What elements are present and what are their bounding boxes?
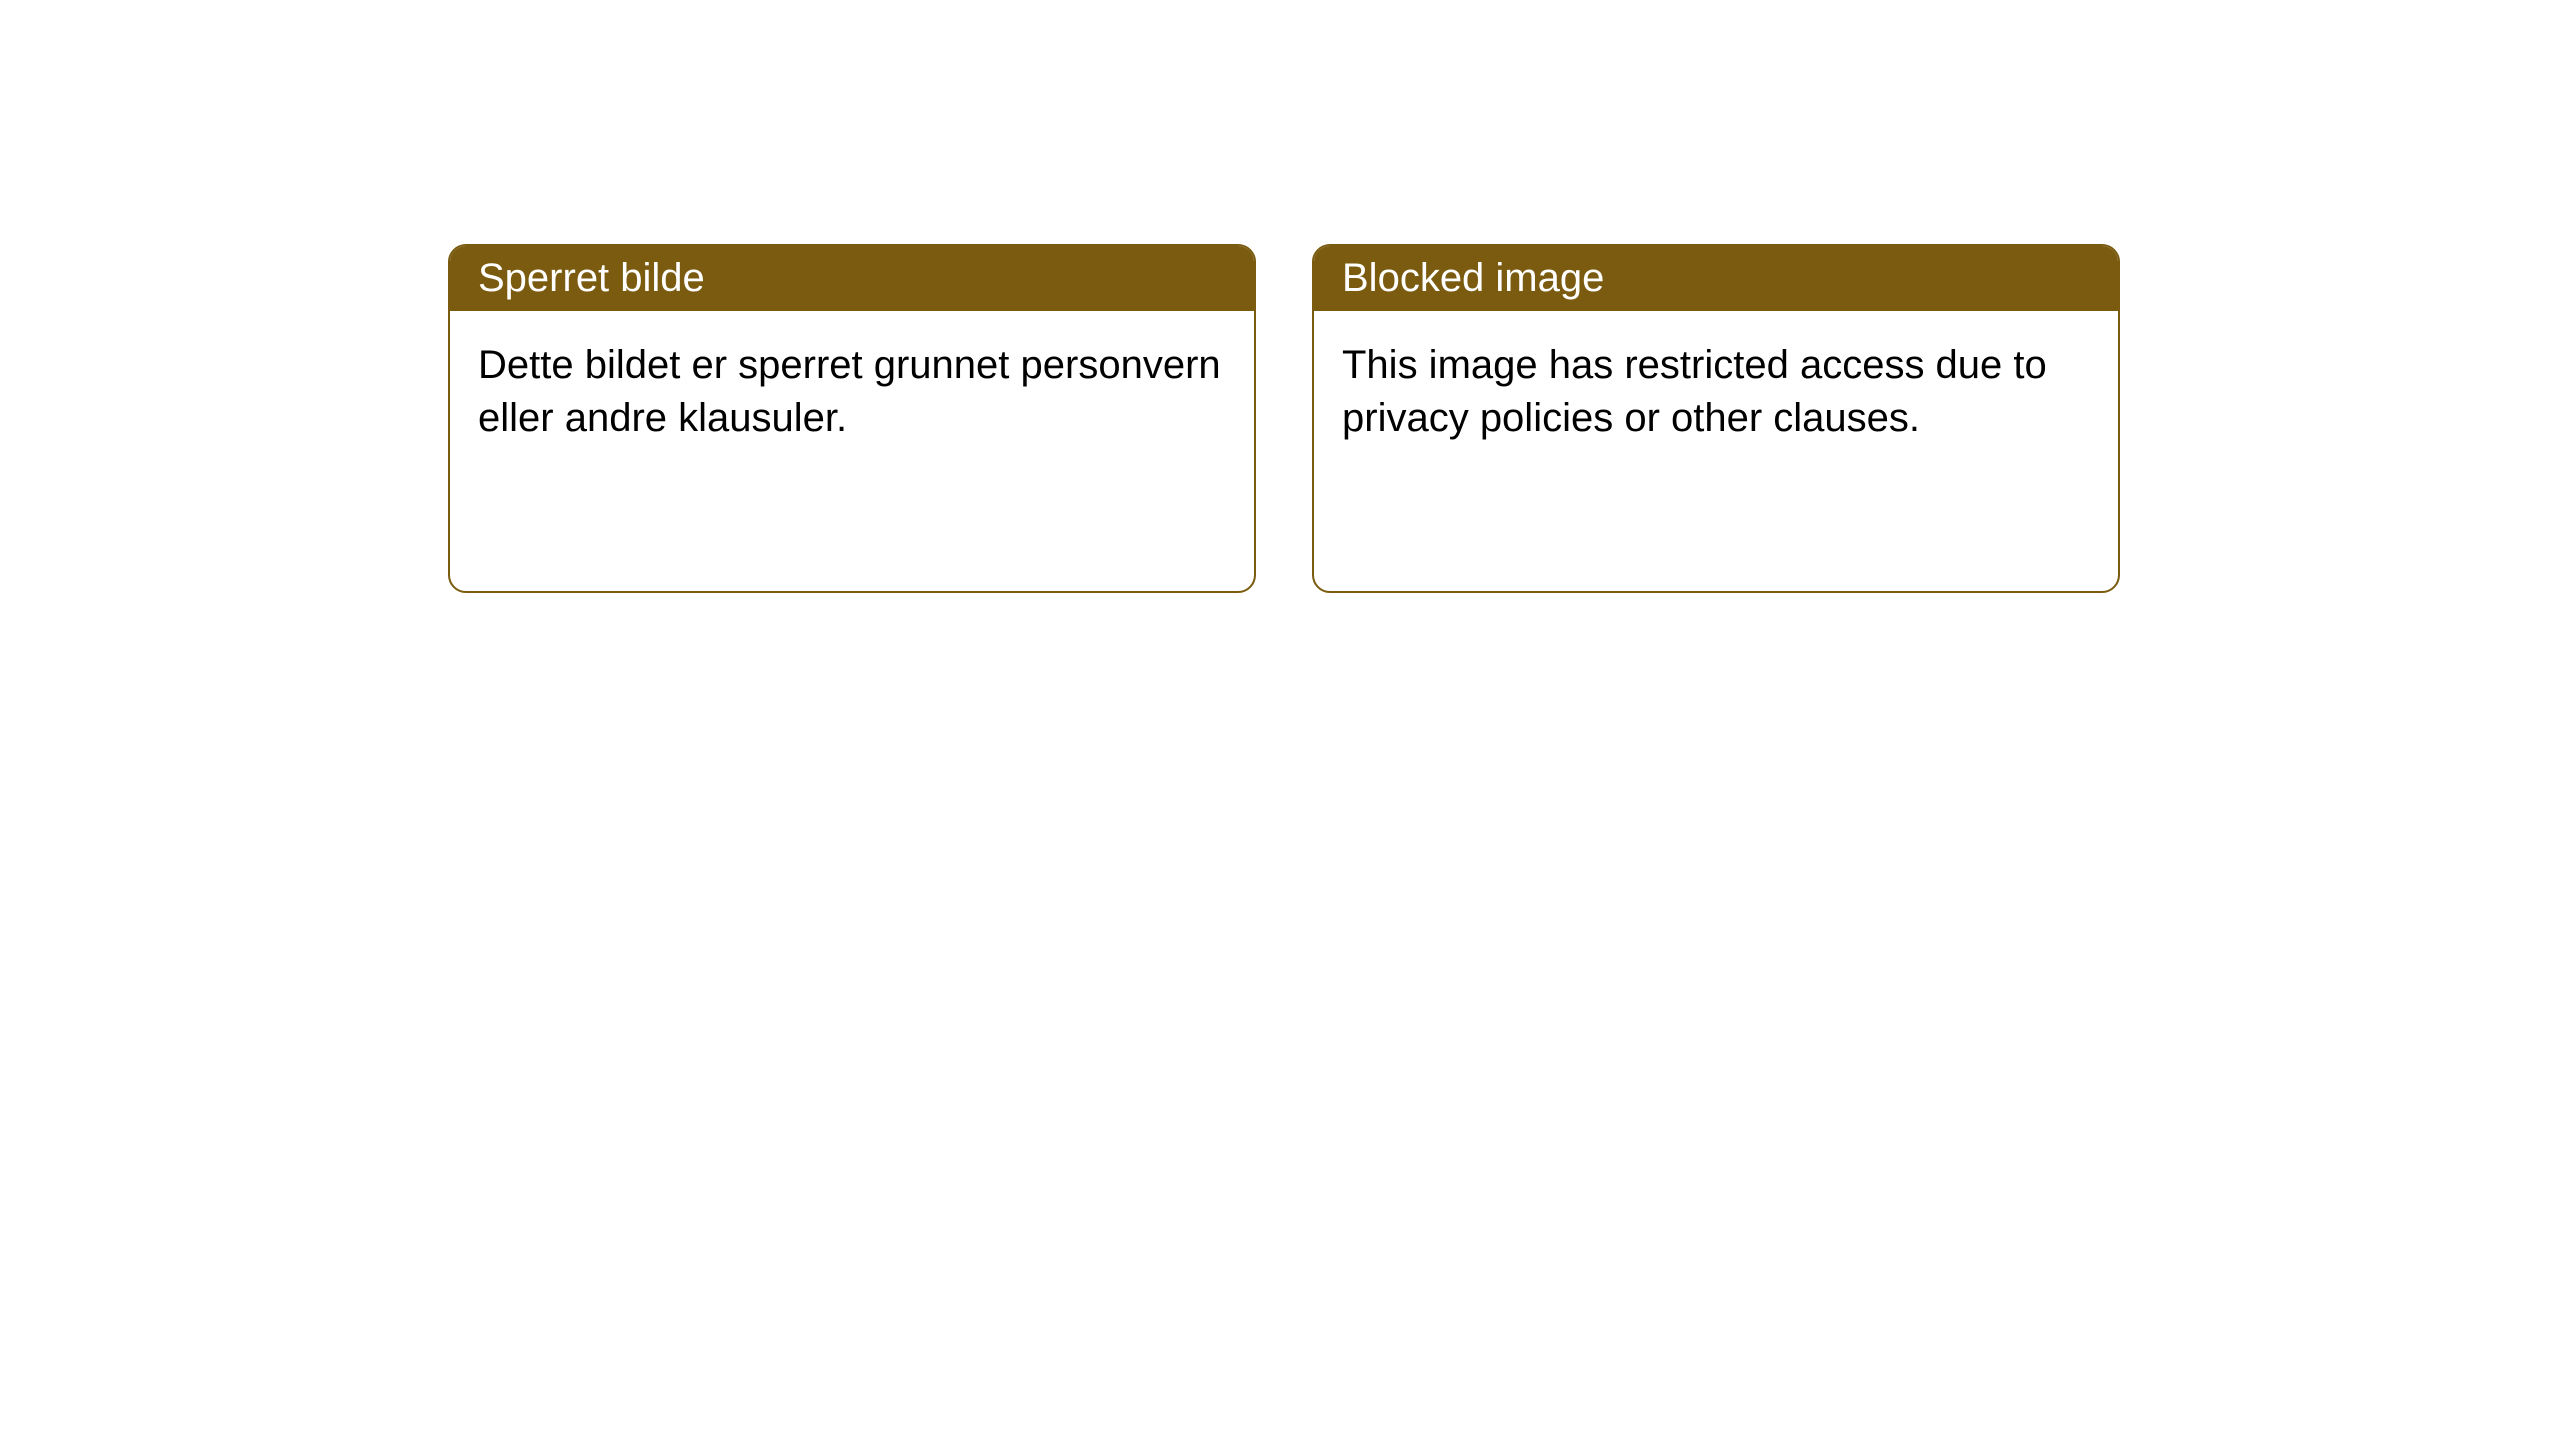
notice-header: Sperret bilde (450, 246, 1254, 311)
notice-text: Dette bildet er sperret grunnet personve… (478, 343, 1221, 440)
notice-text: This image has restricted access due to … (1342, 343, 2047, 440)
notice-title: Blocked image (1342, 256, 1604, 300)
notice-title: Sperret bilde (478, 256, 705, 300)
notice-card-norwegian: Sperret bilde Dette bildet er sperret gr… (448, 244, 1256, 593)
notice-container: Sperret bilde Dette bildet er sperret gr… (0, 0, 2560, 593)
notice-body: This image has restricted access due to … (1314, 311, 2118, 591)
notice-body: Dette bildet er sperret grunnet personve… (450, 311, 1254, 591)
notice-header: Blocked image (1314, 246, 2118, 311)
notice-card-english: Blocked image This image has restricted … (1312, 244, 2120, 593)
